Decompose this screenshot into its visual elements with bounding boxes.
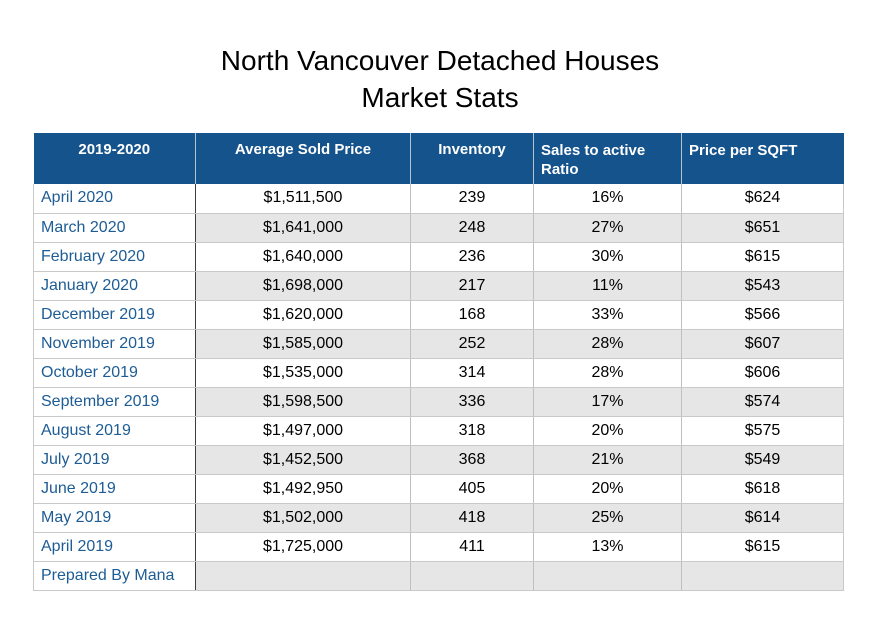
table-row: March 2020 $1,641,000 248 27% $651 <box>33 213 844 243</box>
sales-ratio-cell: 25% <box>533 503 682 533</box>
inventory-cell: 239 <box>410 184 534 214</box>
sales-ratio-cell: 16% <box>533 184 682 214</box>
avg-sold-price-cell: $1,585,000 <box>195 329 411 359</box>
period-cell: January 2020 <box>33 271 196 301</box>
inventory-cell <box>410 561 534 591</box>
inventory-cell: 318 <box>410 416 534 446</box>
price-per-sqft-cell: $575 <box>681 416 844 446</box>
price-per-sqft-cell: $607 <box>681 329 844 359</box>
avg-sold-price-cell: $1,492,950 <box>195 474 411 504</box>
period-cell: October 2019 <box>33 358 196 388</box>
table-row: January 2020 $1,698,000 217 11% $543 <box>33 271 844 301</box>
table-row: September 2019 $1,598,500 336 17% $574 <box>33 387 844 417</box>
avg-sold-price-cell: $1,511,500 <box>195 184 411 214</box>
table-row: April 2020 $1,511,500 239 16% $624 <box>33 184 844 214</box>
period-cell: August 2019 <box>33 416 196 446</box>
price-per-sqft-cell <box>681 561 844 591</box>
price-per-sqft-cell: $615 <box>681 532 844 562</box>
table-row: July 2019 $1,452,500 368 21% $549 <box>33 445 844 475</box>
table-row: February 2020 $1,640,000 236 30% $615 <box>33 242 844 272</box>
sales-ratio-cell: 28% <box>533 329 682 359</box>
price-per-sqft-cell: $614 <box>681 503 844 533</box>
period-cell: June 2019 <box>33 474 196 504</box>
table-row: October 2019 $1,535,000 314 28% $606 <box>33 358 844 388</box>
period-cell: May 2019 <box>33 503 196 533</box>
inventory-cell: 411 <box>410 532 534 562</box>
page-title: North Vancouver Detached Houses Market St… <box>0 0 880 116</box>
market-stats-table: 2019-2020 Average Sold Price Inventory S… <box>33 133 844 591</box>
price-per-sqft-cell: $566 <box>681 300 844 330</box>
price-per-sqft-cell: $618 <box>681 474 844 504</box>
period-cell: April 2019 <box>33 532 196 562</box>
price-per-sqft-cell: $651 <box>681 213 844 243</box>
inventory-cell: 217 <box>410 271 534 301</box>
column-header-price-per-sqft: Price per SQFT <box>681 133 844 184</box>
sales-ratio-cell: 30% <box>533 242 682 272</box>
avg-sold-price-cell: $1,502,000 <box>195 503 411 533</box>
avg-sold-price-cell: $1,452,500 <box>195 445 411 475</box>
sales-ratio-cell: 20% <box>533 474 682 504</box>
period-cell: November 2019 <box>33 329 196 359</box>
inventory-cell: 248 <box>410 213 534 243</box>
price-per-sqft-cell: $624 <box>681 184 844 214</box>
table-row: June 2019 $1,492,950 405 20% $618 <box>33 474 844 504</box>
price-per-sqft-cell: $606 <box>681 358 844 388</box>
inventory-cell: 418 <box>410 503 534 533</box>
avg-sold-price-cell: $1,698,000 <box>195 271 411 301</box>
column-header-sales-ratio: Sales to active Ratio <box>533 133 682 184</box>
sales-ratio-cell: 33% <box>533 300 682 330</box>
avg-sold-price-cell: $1,725,000 <box>195 532 411 562</box>
inventory-cell: 368 <box>410 445 534 475</box>
price-per-sqft-cell: $574 <box>681 387 844 417</box>
inventory-cell: 168 <box>410 300 534 330</box>
sales-ratio-cell: 11% <box>533 271 682 301</box>
avg-sold-price-cell <box>195 561 411 591</box>
table-row: November 2019 $1,585,000 252 28% $607 <box>33 329 844 359</box>
sales-ratio-cell: 20% <box>533 416 682 446</box>
period-cell: February 2020 <box>33 242 196 272</box>
table-header-row: 2019-2020 Average Sold Price Inventory S… <box>33 133 844 184</box>
period-cell: April 2020 <box>33 184 196 214</box>
table-row: May 2019 $1,502,000 418 25% $614 <box>33 503 844 533</box>
table-row: August 2019 $1,497,000 318 20% $575 <box>33 416 844 446</box>
sales-ratio-cell: 28% <box>533 358 682 388</box>
period-cell: Prepared By Mana <box>33 561 196 591</box>
avg-sold-price-cell: $1,497,000 <box>195 416 411 446</box>
avg-sold-price-cell: $1,535,000 <box>195 358 411 388</box>
sales-ratio-cell: 17% <box>533 387 682 417</box>
period-cell: July 2019 <box>33 445 196 475</box>
sales-ratio-cell: 13% <box>533 532 682 562</box>
avg-sold-price-cell: $1,620,000 <box>195 300 411 330</box>
period-cell: December 2019 <box>33 300 196 330</box>
inventory-cell: 236 <box>410 242 534 272</box>
inventory-cell: 336 <box>410 387 534 417</box>
sales-ratio-cell <box>533 561 682 591</box>
period-cell: September 2019 <box>33 387 196 417</box>
table-row: Prepared By Mana <box>33 561 844 591</box>
table-row: December 2019 $1,620,000 168 33% $566 <box>33 300 844 330</box>
column-header-period: 2019-2020 <box>33 133 196 184</box>
avg-sold-price-cell: $1,640,000 <box>195 242 411 272</box>
price-per-sqft-cell: $543 <box>681 271 844 301</box>
column-header-avg-sold-price: Average Sold Price <box>195 133 411 184</box>
page-title-line2: Market Stats <box>361 82 519 113</box>
sales-ratio-cell: 27% <box>533 213 682 243</box>
inventory-cell: 314 <box>410 358 534 388</box>
price-per-sqft-cell: $615 <box>681 242 844 272</box>
avg-sold-price-cell: $1,598,500 <box>195 387 411 417</box>
sales-ratio-cell: 21% <box>533 445 682 475</box>
avg-sold-price-cell: $1,641,000 <box>195 213 411 243</box>
inventory-cell: 252 <box>410 329 534 359</box>
period-cell: March 2020 <box>33 213 196 243</box>
page-title-line1: North Vancouver Detached Houses <box>220 45 660 76</box>
column-header-inventory: Inventory <box>410 133 534 184</box>
inventory-cell: 405 <box>410 474 534 504</box>
price-per-sqft-cell: $549 <box>681 445 844 475</box>
table-row: April 2019 $1,725,000 411 13% $615 <box>33 532 844 562</box>
